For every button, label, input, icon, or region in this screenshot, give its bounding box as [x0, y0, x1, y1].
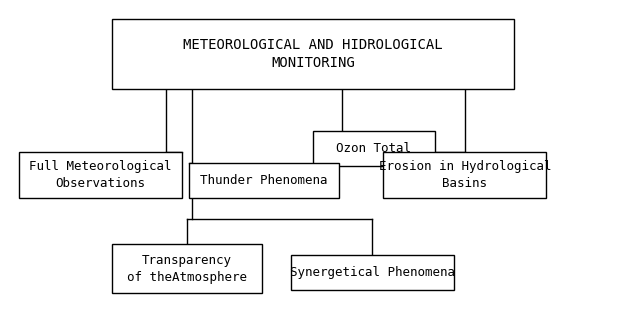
- FancyBboxPatch shape: [291, 255, 454, 290]
- FancyBboxPatch shape: [112, 244, 262, 293]
- FancyBboxPatch shape: [313, 131, 435, 166]
- Text: Thunder Phenomena: Thunder Phenomena: [200, 174, 327, 187]
- Text: Erosion in Hydrological
Basins: Erosion in Hydrological Basins: [379, 160, 551, 190]
- FancyBboxPatch shape: [189, 163, 339, 198]
- Text: METEOROLOGICAL AND HIDROLOGICAL
MONITORING: METEOROLOGICAL AND HIDROLOGICAL MONITORI…: [183, 38, 443, 70]
- Text: Synergetical Phenomena: Synergetical Phenomena: [289, 266, 455, 279]
- FancyBboxPatch shape: [112, 19, 514, 89]
- Text: Ozon Total: Ozon Total: [336, 142, 412, 155]
- Text: Transparency
of theAtmosphere: Transparency of theAtmosphere: [127, 254, 247, 284]
- FancyBboxPatch shape: [19, 152, 182, 198]
- FancyBboxPatch shape: [383, 152, 546, 198]
- Text: Full Meteorological
Observations: Full Meteorological Observations: [29, 160, 172, 190]
